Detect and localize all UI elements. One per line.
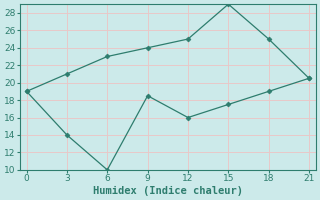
- X-axis label: Humidex (Indice chaleur): Humidex (Indice chaleur): [93, 186, 243, 196]
